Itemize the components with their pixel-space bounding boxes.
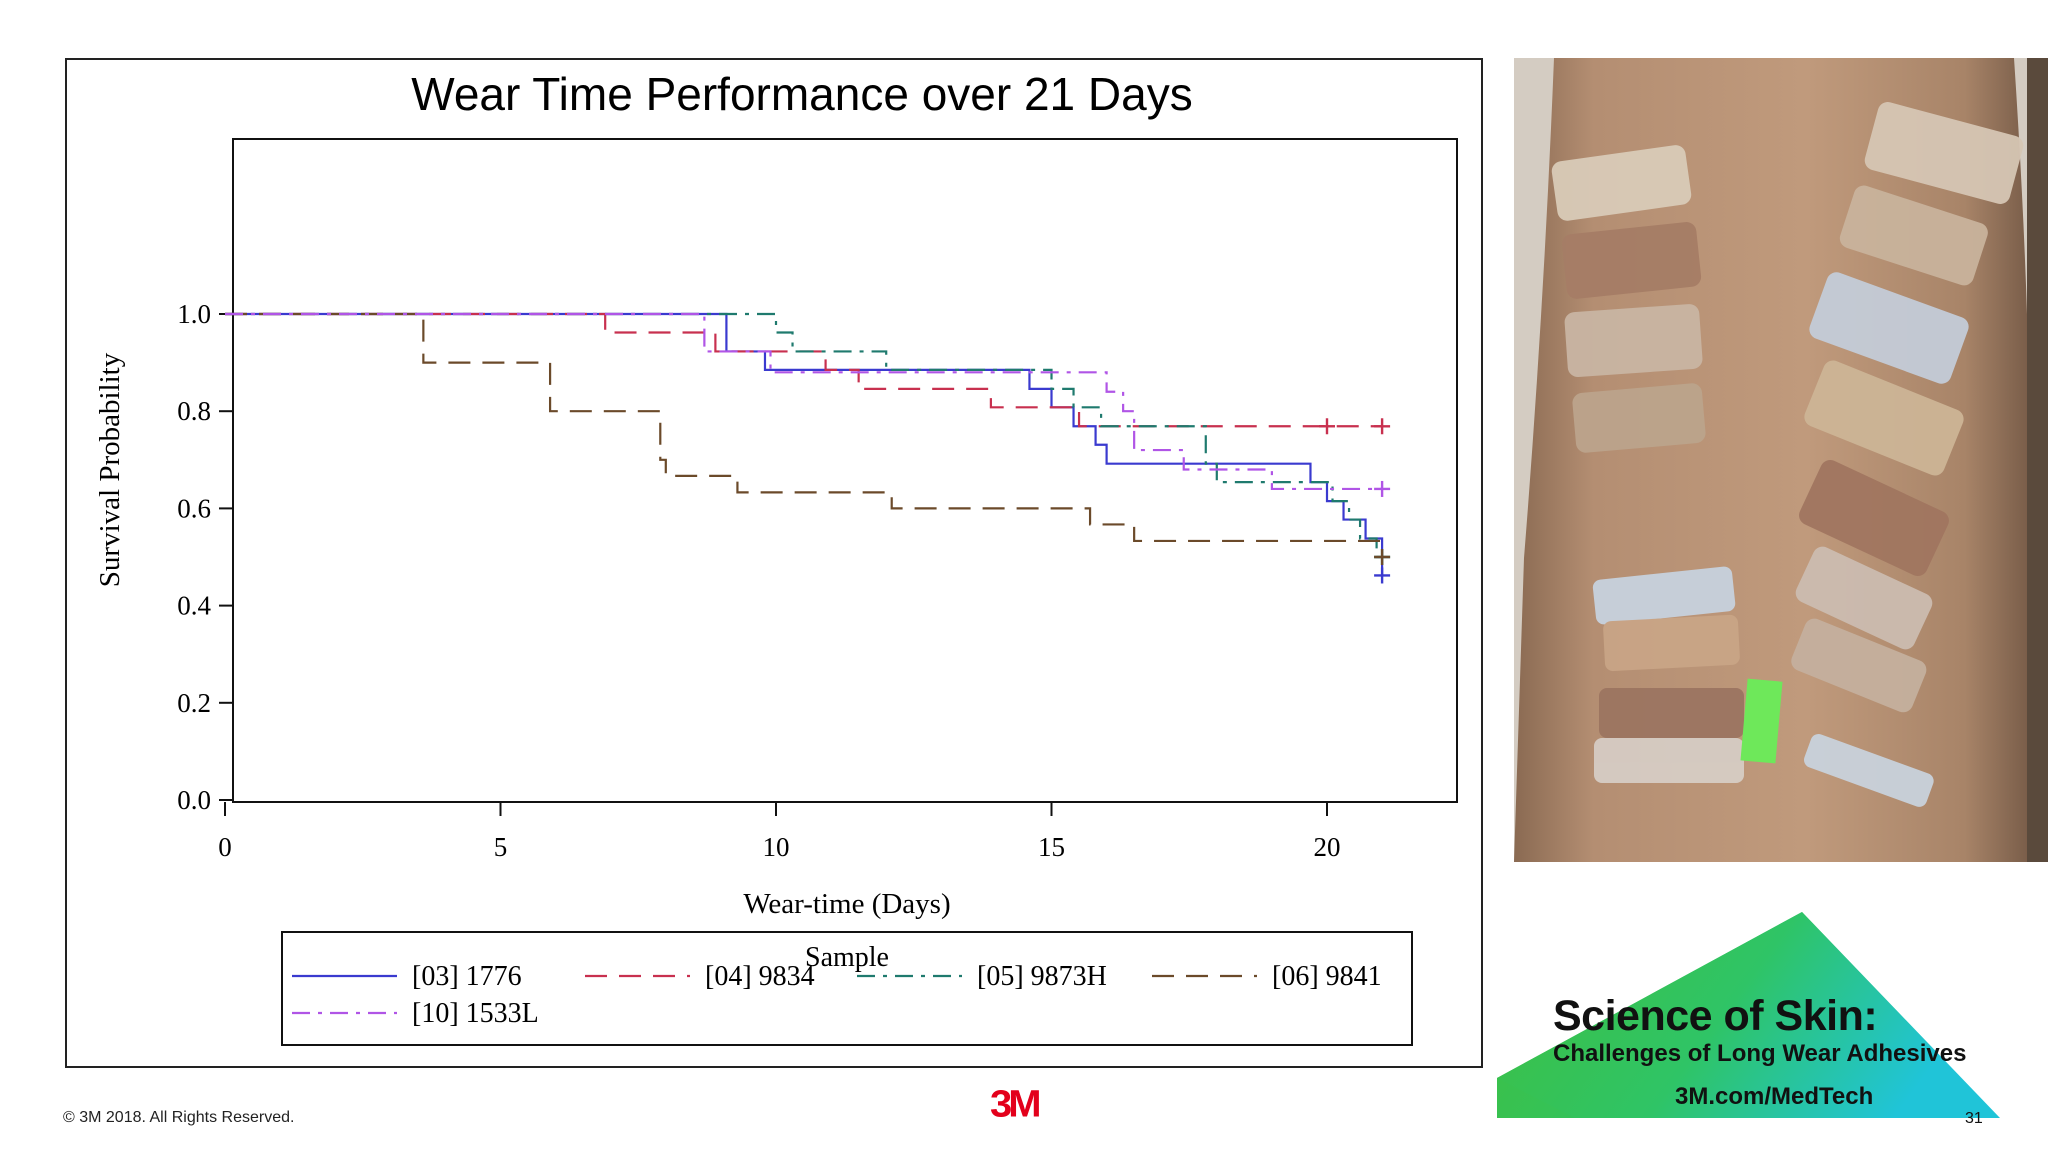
legend-title: Sample (805, 942, 889, 973)
green-label-tag (1740, 678, 1783, 764)
adhesive-patches-right (1791, 102, 2024, 807)
y-tick-label: 0.0 (177, 785, 211, 815)
y-axis-label: Survival Probability (94, 352, 126, 587)
series-line-1 (225, 312, 1383, 428)
legend-label: [06] 9841 (1272, 961, 1382, 992)
3m-logo: 3M (990, 1083, 1042, 1125)
x-tick-label: 10 (763, 832, 790, 862)
series-line-3 (225, 312, 1383, 543)
y-tick-label: 0.8 (177, 396, 211, 426)
page-number: 31 (1965, 1110, 1983, 1127)
footer-copyright: © 3M 2018. All Rights Reserved. (63, 1109, 295, 1126)
censor-mark (1374, 567, 1391, 584)
censor-mark (1374, 549, 1391, 565)
series-line-2 (225, 312, 1383, 559)
x-axis-label: Wear-time (Days) (743, 888, 950, 920)
series-line-0 (225, 312, 1384, 576)
y-tick-label: 1.0 (177, 299, 211, 329)
brand-subtitle: Challenges of Long Wear Adhesives (1553, 1040, 1967, 1067)
brand-url-link[interactable]: 3M.com/MedTech (1675, 1083, 1874, 1110)
x-tick-label: 0 (218, 832, 232, 862)
survival-chart: Wear Time Performance over 21 Days 0.0 0.… (94, 68, 1458, 1046)
y-tick-label: 0.6 (177, 493, 211, 523)
plot-area (232, 138, 1458, 803)
x-tick-label: 15 (1038, 832, 1065, 862)
adhesive-patches-left (1551, 145, 1744, 783)
series-line-4 (225, 312, 1383, 491)
x-tick-label: 20 (1314, 832, 1341, 862)
y-tick-label: 0.2 (177, 688, 211, 718)
chart-figure-frame: Wear Time Performance over 21 Days 0.0 0.… (65, 58, 1483, 1068)
legend-label: [03] 1776 (412, 961, 522, 992)
brand-title: Science of Skin: (1553, 992, 1878, 1040)
legend: Sample [03] 1776 [04] 9834 [05] 9873H [06] … (281, 931, 1413, 1046)
legend-label: [04] 9834 (705, 961, 815, 992)
legend-label: [05] 9873H (977, 961, 1107, 992)
chart-title: Wear Time Performance over 21 Days (411, 68, 1192, 120)
censor-mark (1374, 418, 1391, 435)
x-tick-label: 5 (494, 832, 508, 862)
legend-box (281, 931, 1413, 1046)
legend-label: [10] 1533L (412, 998, 539, 1029)
skin-adhesive-test-photo (1514, 58, 2048, 862)
censor-mark (1319, 418, 1335, 435)
y-tick-label: 0.4 (177, 591, 211, 621)
censor-mark (1374, 480, 1391, 497)
